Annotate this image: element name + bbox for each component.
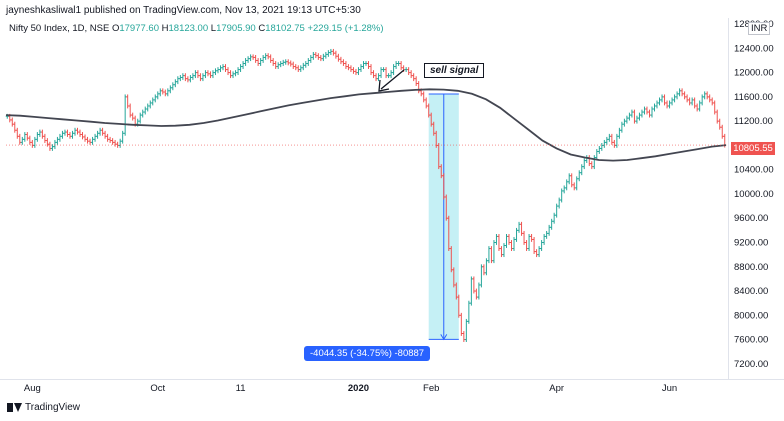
y-tick-label: 7200.00 xyxy=(734,359,768,370)
y-tick-label: 10400.00 xyxy=(734,165,774,176)
y-tick-label: 12400.00 xyxy=(734,43,774,54)
high-label: H xyxy=(161,23,169,34)
low-label: L xyxy=(210,23,217,34)
close-value: 18102.75 xyxy=(265,23,305,34)
y-tick-label: 8800.00 xyxy=(734,262,768,273)
y-tick-label: 8000.00 xyxy=(734,310,768,321)
tradingview-logo[interactable]: TradingView xyxy=(7,402,80,413)
x-tick-label: Jun xyxy=(662,383,677,394)
sell-signal-annotation[interactable]: sell signal xyxy=(424,63,485,78)
y-tick-label: 10000.00 xyxy=(734,189,774,200)
open-value: 17977.60 xyxy=(119,23,159,34)
x-tick-label: Oct xyxy=(150,383,165,394)
x-tick-label: 11 xyxy=(236,383,246,394)
y-tick-label: 9600.00 xyxy=(734,213,768,224)
y-tick-label: 7600.00 xyxy=(734,335,768,346)
y-tick-label: 8400.00 xyxy=(734,286,768,297)
price-axis-divider xyxy=(728,18,729,379)
y-tick-label: 9200.00 xyxy=(734,237,768,248)
sell-signal-arrow xyxy=(380,69,405,90)
moving-average-line xyxy=(5,88,727,162)
publisher-caption: jayneshkasliwal1 published on TradingVie… xyxy=(6,5,361,16)
x-tick-label: Aug xyxy=(24,383,41,394)
measurement-label[interactable]: -4044.35 (-34.75%) -80887 xyxy=(304,346,431,361)
high-value: 18123.00 xyxy=(168,23,209,34)
y-tick-label: 11600.00 xyxy=(734,92,773,103)
close-label: C xyxy=(258,23,266,34)
y-tick-label: 12000.00 xyxy=(734,68,774,79)
x-tick-label: Apr xyxy=(549,383,564,394)
symbol-info-bar: Nifty 50 Index, 1D, NSE O17977.60 H18123… xyxy=(9,23,384,34)
low-value: 17905.90 xyxy=(216,23,256,34)
sell-signal-arrow-head xyxy=(378,79,390,92)
symbol-name: Nifty 50 Index, 1D, NSE xyxy=(9,23,110,34)
time-axis-divider xyxy=(0,379,784,380)
x-tick-label: Feb xyxy=(423,383,439,394)
measure-arrow-head xyxy=(440,334,448,341)
open-label: O xyxy=(111,23,120,34)
x-tick-label: 2020 xyxy=(348,383,369,394)
last-price-tag: 10805.55 xyxy=(731,142,775,155)
y-tick-label: 11200.00 xyxy=(734,116,773,127)
tradingview-logo-icon xyxy=(7,403,22,412)
tradingview-logo-text: TradingView xyxy=(25,402,81,413)
currency-tag[interactable]: INR xyxy=(748,22,771,35)
change-value: +229.15 (+1.28%) xyxy=(307,23,384,34)
